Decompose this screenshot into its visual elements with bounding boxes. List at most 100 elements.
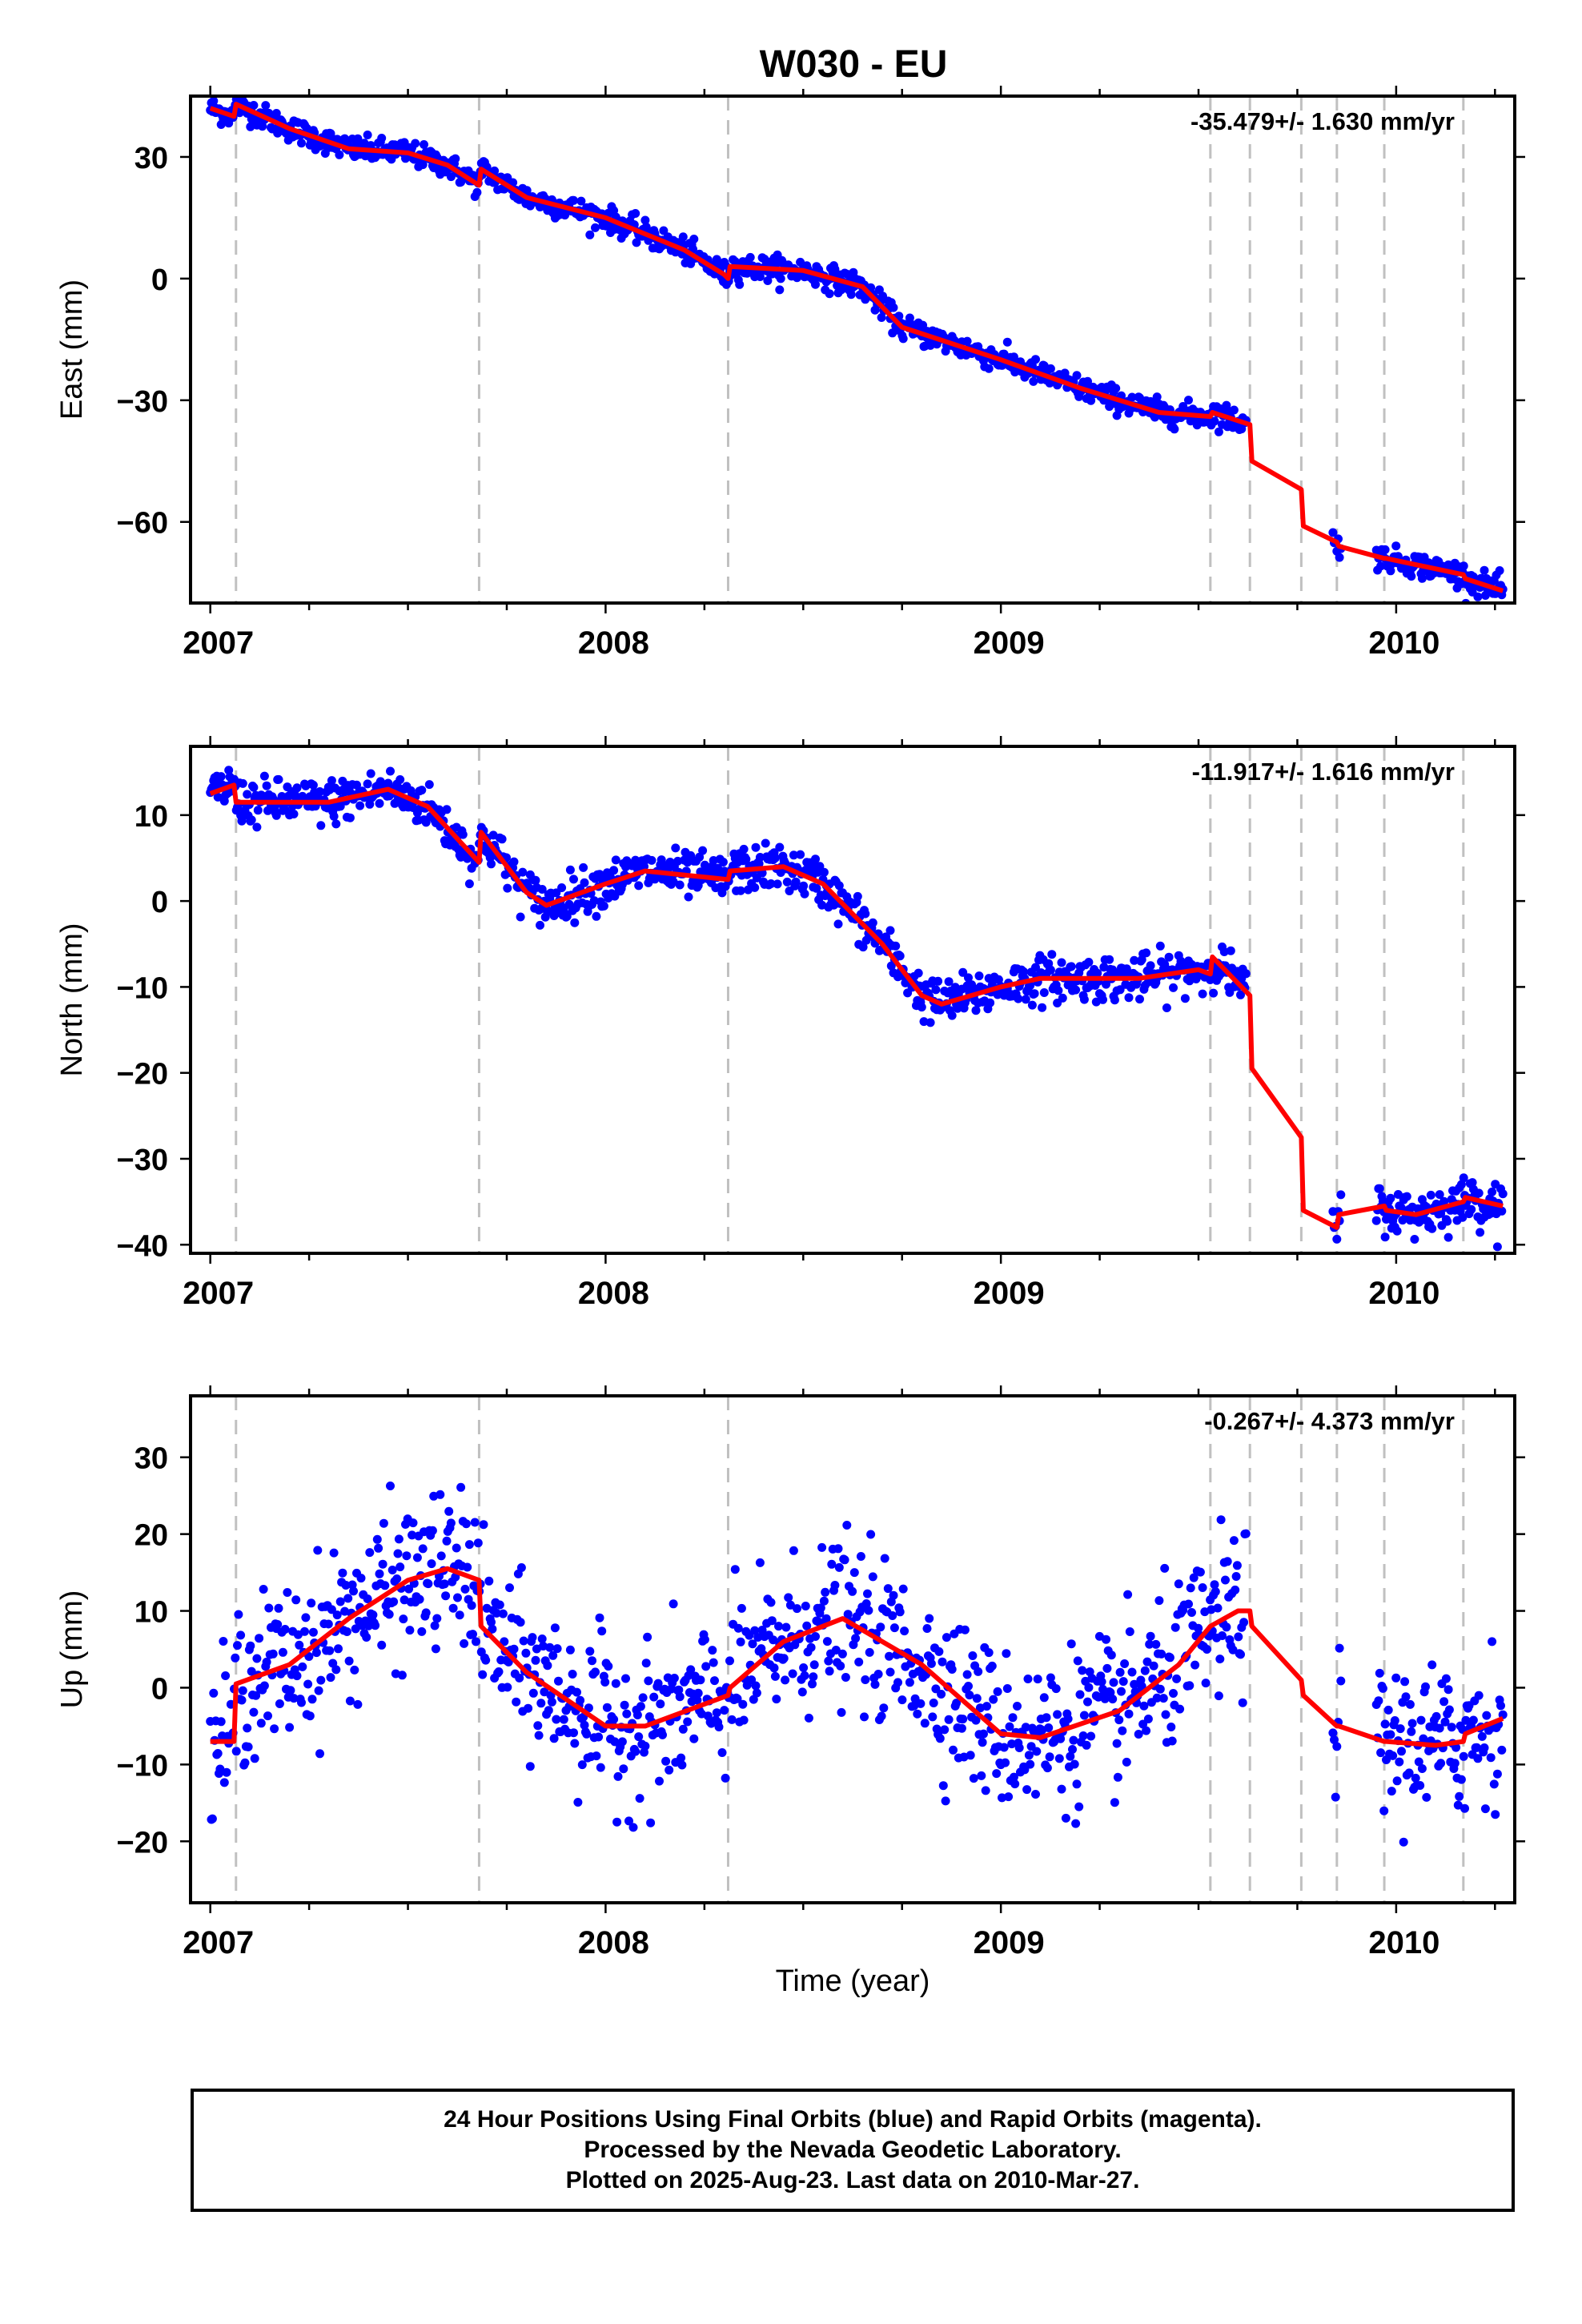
data-point (315, 787, 324, 796)
data-point (1456, 1180, 1466, 1189)
data-point (1380, 1232, 1390, 1242)
data-point (631, 1747, 640, 1756)
data-point (1021, 995, 1030, 1004)
data-point (1134, 1730, 1143, 1739)
data-point (456, 1482, 466, 1492)
data-point (1024, 1751, 1034, 1760)
data-point (824, 1656, 833, 1666)
data-point (512, 1697, 521, 1707)
data-point (221, 1671, 231, 1680)
data-point (655, 1776, 664, 1786)
data-point (394, 1534, 404, 1544)
data-point (297, 1698, 306, 1707)
data-point (825, 289, 834, 299)
data-point (785, 1600, 795, 1610)
data-point (984, 364, 994, 373)
data-point (1328, 528, 1338, 537)
data-point (894, 312, 904, 321)
data-point (958, 1715, 968, 1724)
data-point (791, 877, 801, 887)
data-point (861, 295, 870, 304)
data-point (1407, 1727, 1416, 1736)
data-point (1226, 946, 1235, 955)
data-point (596, 1763, 605, 1772)
data-point (213, 1749, 223, 1758)
data-point (1031, 355, 1040, 364)
data-point (431, 1644, 440, 1654)
data-point (1435, 1723, 1444, 1733)
data-point (745, 252, 755, 262)
data-point (313, 1546, 323, 1555)
data-point (1417, 1764, 1427, 1773)
data-point (1020, 1765, 1030, 1775)
data-point (861, 909, 870, 919)
data-point (1467, 1204, 1476, 1214)
data-point (669, 1599, 678, 1609)
data-point (1152, 1693, 1162, 1703)
data-point (619, 1764, 628, 1774)
data-point (1201, 1679, 1211, 1688)
data-point (854, 1657, 864, 1667)
data-point (249, 782, 259, 792)
data-point (898, 334, 908, 344)
data-point (1124, 1709, 1134, 1719)
data-point (411, 139, 420, 148)
data-point (889, 1623, 899, 1633)
data-point (751, 1681, 761, 1691)
data-point (1410, 1235, 1419, 1244)
data-point (356, 1574, 366, 1583)
data-point (591, 1667, 600, 1677)
data-point (671, 843, 681, 853)
data-point (252, 822, 262, 832)
data-point (1124, 993, 1134, 1003)
data-point (636, 1702, 645, 1711)
data-point (673, 856, 682, 866)
data-point (964, 1682, 973, 1691)
data-point (259, 1585, 268, 1594)
y-tick-label: −40 (117, 1229, 168, 1263)
data-point (1110, 995, 1119, 1005)
data-point (1120, 1659, 1130, 1668)
rate-label: -0.267+/- 4.373 mm/yr (1204, 1407, 1455, 1435)
data-point (678, 232, 688, 242)
data-point (268, 1649, 278, 1659)
data-point (833, 1544, 843, 1554)
data-point (216, 1717, 226, 1727)
data-point (1162, 1003, 1171, 1012)
data-point (1198, 989, 1207, 999)
data-point (982, 1702, 991, 1711)
data-point (325, 1646, 335, 1655)
data-point (1005, 1722, 1014, 1731)
data-point (1330, 1735, 1339, 1744)
data-point (888, 1611, 897, 1620)
data-point (931, 985, 941, 995)
data-point (366, 769, 375, 778)
data-point (1474, 1691, 1484, 1700)
data-point (537, 1634, 547, 1643)
data-point (1492, 1242, 1502, 1252)
data-point (1102, 1663, 1112, 1673)
data-point (812, 883, 821, 893)
data-point (1422, 1792, 1431, 1802)
data-point (591, 223, 600, 232)
data-point (1066, 1751, 1075, 1761)
data-point (774, 1622, 783, 1631)
data-point (243, 1723, 252, 1733)
data-point (1079, 995, 1089, 1004)
data-point (665, 1765, 674, 1775)
data-point (1010, 1779, 1020, 1789)
data-point (1241, 1529, 1251, 1538)
data-point (868, 918, 877, 927)
data-point (960, 1625, 970, 1634)
data-point (1113, 1772, 1122, 1782)
data-point (1066, 1639, 1076, 1649)
data-point (552, 1715, 561, 1724)
data-point (261, 101, 271, 111)
data-point (402, 1551, 412, 1561)
data-point (307, 1695, 317, 1704)
data-point (505, 1583, 514, 1593)
data-point (947, 1665, 957, 1674)
data-point (557, 883, 567, 892)
data-point (258, 122, 267, 131)
data-point (806, 1642, 816, 1652)
